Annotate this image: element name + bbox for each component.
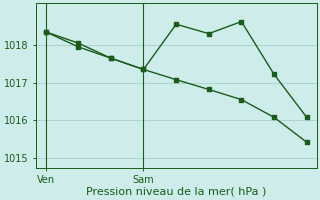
X-axis label: Pression niveau de la mer( hPa ): Pression niveau de la mer( hPa ) <box>86 187 266 197</box>
